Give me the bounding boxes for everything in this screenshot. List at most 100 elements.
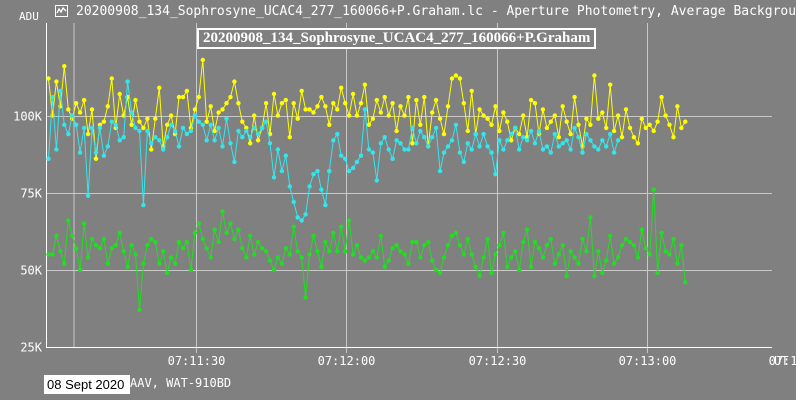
data-point bbox=[406, 94, 411, 100]
data-point bbox=[418, 122, 423, 128]
data-point bbox=[481, 131, 486, 137]
y-tick-label: 50K bbox=[20, 264, 42, 278]
data-point bbox=[81, 97, 87, 103]
data-point bbox=[165, 135, 170, 140]
data-point bbox=[220, 144, 225, 149]
data-point bbox=[129, 110, 134, 115]
data-point bbox=[145, 128, 150, 134]
data-point bbox=[552, 131, 557, 137]
data-point bbox=[263, 249, 269, 254]
data-point bbox=[267, 141, 273, 146]
data-point bbox=[390, 246, 395, 251]
data-point bbox=[667, 122, 672, 128]
data-point bbox=[89, 125, 95, 131]
data-point bbox=[469, 147, 474, 152]
data-point bbox=[66, 131, 71, 137]
data-point bbox=[370, 249, 376, 254]
data-point bbox=[157, 138, 162, 143]
data-point bbox=[295, 249, 300, 254]
data-point bbox=[556, 252, 561, 257]
data-point bbox=[299, 88, 304, 94]
data-point bbox=[671, 135, 676, 140]
data-point bbox=[303, 295, 308, 300]
x-tick-label: 07:13:00 bbox=[619, 354, 677, 368]
data-point bbox=[493, 172, 498, 177]
data-point bbox=[600, 110, 605, 115]
data-point bbox=[275, 147, 281, 152]
data-point bbox=[125, 264, 130, 269]
data-point bbox=[445, 243, 451, 248]
data-point bbox=[323, 239, 328, 245]
data-point bbox=[176, 94, 182, 100]
data-point bbox=[287, 252, 292, 257]
data-point bbox=[303, 212, 308, 217]
data-point bbox=[449, 233, 455, 239]
data-point bbox=[224, 116, 229, 121]
data-point bbox=[532, 239, 538, 245]
data-point bbox=[580, 150, 585, 155]
data-point bbox=[279, 101, 285, 106]
data-point bbox=[568, 147, 573, 152]
data-point bbox=[145, 243, 150, 248]
data-point bbox=[509, 131, 514, 137]
data-point bbox=[141, 261, 146, 266]
x-axis-label: UT bbox=[774, 354, 788, 368]
data-point bbox=[457, 76, 463, 81]
data-point bbox=[548, 119, 553, 124]
data-point bbox=[477, 144, 482, 149]
data-point bbox=[667, 252, 672, 257]
data-point bbox=[244, 128, 249, 134]
data-point bbox=[228, 221, 233, 226]
data-point bbox=[153, 239, 158, 245]
y-tick-label: 75K bbox=[20, 187, 42, 201]
data-point bbox=[505, 119, 510, 124]
data-point bbox=[62, 122, 67, 128]
data-point bbox=[659, 230, 664, 235]
data-point bbox=[418, 128, 423, 134]
data-point bbox=[307, 252, 312, 257]
data-point bbox=[145, 116, 150, 121]
data-point bbox=[414, 141, 419, 146]
data-point bbox=[188, 267, 194, 273]
data-point bbox=[319, 94, 324, 100]
data-point bbox=[93, 156, 99, 161]
data-point bbox=[93, 150, 99, 155]
data-point bbox=[659, 94, 664, 100]
data-point bbox=[481, 113, 486, 118]
data-point bbox=[608, 233, 613, 239]
data-point bbox=[592, 144, 597, 149]
data-point bbox=[275, 113, 281, 118]
data-point bbox=[66, 107, 71, 112]
data-point bbox=[683, 280, 688, 285]
data-point bbox=[105, 261, 111, 266]
data-point bbox=[592, 73, 597, 78]
chart-icon[interactable] bbox=[55, 5, 68, 17]
data-point bbox=[137, 128, 142, 134]
data-point bbox=[465, 236, 470, 242]
data-point bbox=[524, 138, 530, 143]
data-point bbox=[93, 243, 99, 248]
data-point bbox=[509, 138, 514, 143]
data-point bbox=[481, 255, 486, 260]
data-point bbox=[46, 252, 51, 257]
data-point bbox=[635, 141, 641, 146]
data-point bbox=[54, 79, 59, 84]
data-point bbox=[465, 141, 470, 146]
data-point bbox=[283, 153, 288, 158]
data-point bbox=[343, 249, 348, 254]
data-point bbox=[449, 76, 455, 81]
data-point bbox=[639, 227, 644, 232]
data-point bbox=[70, 113, 75, 118]
data-point bbox=[184, 88, 190, 94]
data-point bbox=[374, 97, 379, 103]
data-point bbox=[350, 252, 356, 257]
data-point bbox=[663, 113, 668, 118]
data-point bbox=[346, 218, 352, 223]
data-point bbox=[611, 261, 617, 266]
data-point bbox=[441, 255, 447, 260]
data-point bbox=[604, 258, 609, 263]
data-point bbox=[639, 116, 644, 121]
data-point bbox=[398, 141, 403, 146]
data-point bbox=[358, 255, 364, 260]
data-point bbox=[556, 144, 561, 149]
